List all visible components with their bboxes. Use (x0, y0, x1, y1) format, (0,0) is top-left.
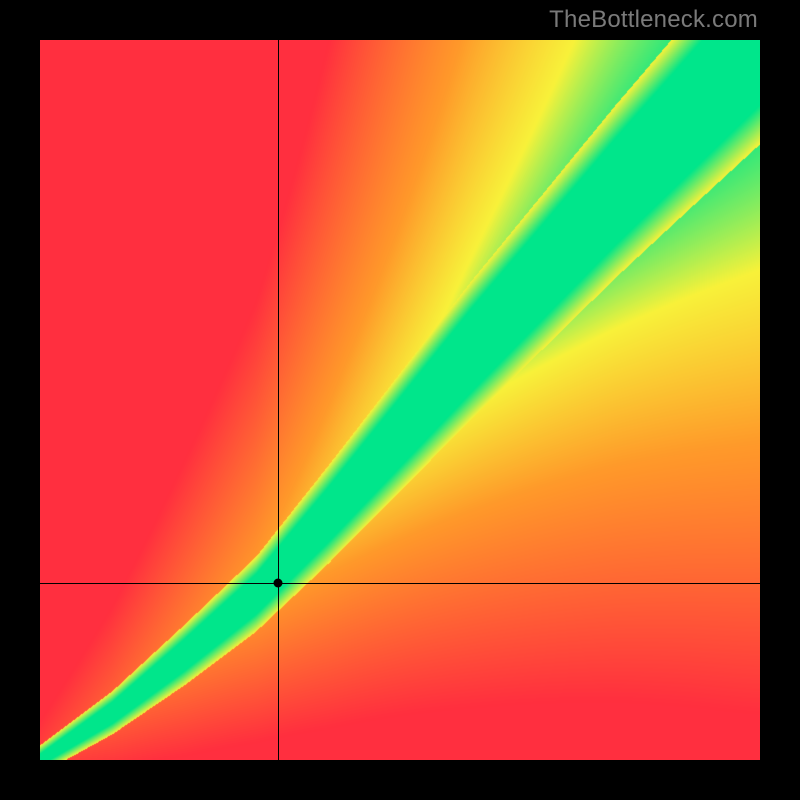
heatmap-canvas (40, 40, 760, 760)
heatmap-plot (40, 40, 760, 760)
crosshair-marker (273, 578, 282, 587)
watermark-text: TheBottleneck.com (549, 6, 758, 34)
crosshair-vertical (278, 40, 279, 760)
crosshair-horizontal (40, 583, 760, 584)
chart-container: TheBottleneck.com (0, 0, 800, 800)
